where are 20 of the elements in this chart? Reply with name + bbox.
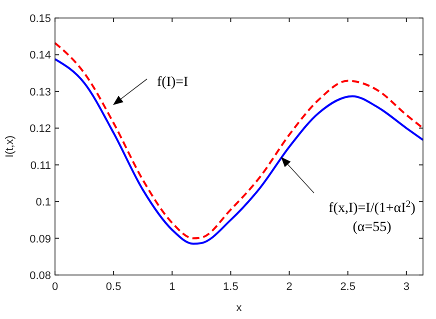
y-tick-label: 0.09 <box>30 233 51 246</box>
x-axis-title: x <box>236 302 242 314</box>
y-tick-label: 0.11 <box>30 160 51 172</box>
annotation: f(I)=I <box>157 75 189 90</box>
x-tick-label: 2.5 <box>340 281 356 293</box>
x-tick-label: 1 <box>169 281 176 293</box>
annotation: f(x,I)=I/(1+αI$^{2}$) <box>328 198 416 216</box>
y-tick-label: 0.13 <box>30 86 51 98</box>
x-tick-label: 0 <box>52 281 58 293</box>
y-tick-label: 0.14 <box>30 50 51 62</box>
y-tick-label: 0.12 <box>30 123 51 136</box>
y-tick-label: 0.15 <box>30 13 51 25</box>
x-tick-label: 0.5 <box>106 281 122 293</box>
x-tick-label: 2 <box>286 281 292 293</box>
annotation: (α=55) <box>352 220 392 235</box>
x-tick-label: 3 <box>403 281 410 293</box>
y-tick-label: 0.08 <box>30 270 51 282</box>
x-tick-label: 1.5 <box>223 281 238 293</box>
y-tick-label: 0.1 <box>36 196 51 209</box>
y-axis-title: I(t,x) <box>4 136 16 158</box>
